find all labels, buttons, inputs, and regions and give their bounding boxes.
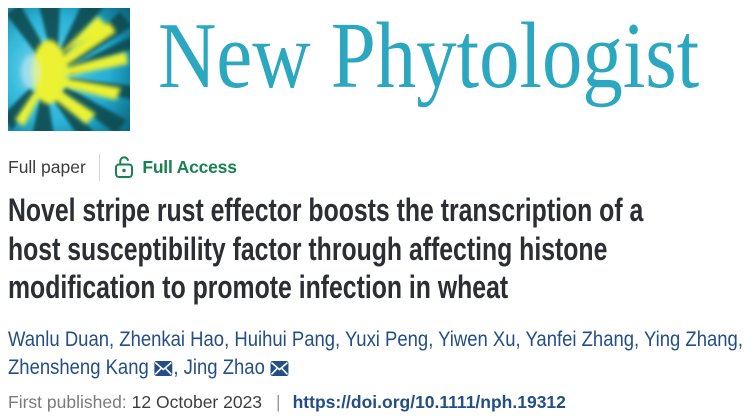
envelope-icon[interactable] [270, 360, 289, 376]
author-link[interactable]: Zhensheng Kang [8, 355, 149, 379]
vertical-divider [98, 153, 101, 181]
title-line: Novel stripe rust effector boosts the tr… [8, 192, 644, 228]
author-link[interactable]: Ying Zhang [643, 328, 738, 351]
first-published-label: First published: [8, 392, 127, 412]
author-link[interactable]: Jing Zhao [183, 355, 265, 379]
starburst-logo-icon [2, 0, 134, 136]
article-meta-row: Full paper Full Access [8, 152, 237, 182]
publication-info: First published: 12 October 2023 | https://… [8, 392, 566, 413]
article-type-label: Full paper [8, 156, 86, 177]
author-separator: , [109, 328, 120, 351]
doi-link[interactable]: https://doi.org/10.1111/nph.19312 [292, 392, 566, 412]
article-title: Novel stripe rust effector boosts the tr… [8, 191, 643, 307]
envelope-icon[interactable] [154, 360, 173, 376]
first-published-date: 12 October 2023 [131, 392, 263, 412]
lock-open-icon [114, 155, 134, 179]
author-separator: , [428, 328, 439, 351]
author-separator: , [335, 328, 345, 351]
author-link[interactable]: Yuxi Peng [344, 328, 429, 351]
author-separator: , [634, 328, 644, 351]
author-list: Wanlu Duan, Zhenkai Hao, Huihui Pang, Yu… [8, 326, 743, 381]
author-separator: , [224, 328, 235, 351]
author-link[interactable]: Yanfei Zhang [525, 328, 635, 351]
author-separator: , [515, 328, 526, 351]
author-link[interactable]: Huihui Pang [234, 328, 336, 351]
author-separator: , [737, 328, 743, 351]
journal-name[interactable]: New Phytologist [158, 4, 700, 108]
author-link[interactable]: Zhenkai Hao [119, 328, 225, 351]
title-line: modification to promote infection in whe… [8, 269, 509, 305]
author-link[interactable]: Yiwen Xu [438, 328, 516, 351]
pipe-divider: | [276, 392, 281, 412]
author-link[interactable]: Wanlu Duan [8, 328, 110, 351]
journal-logo[interactable] [2, 0, 134, 136]
title-line: host susceptibility factor through affec… [8, 230, 608, 267]
access-badge: Full Access [142, 156, 237, 177]
author-separator: , [173, 355, 184, 379]
